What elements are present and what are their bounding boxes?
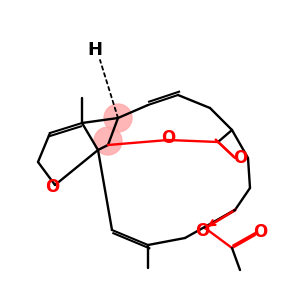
Text: O: O xyxy=(45,178,59,196)
Text: O: O xyxy=(195,222,209,240)
Text: O: O xyxy=(233,149,247,167)
Circle shape xyxy=(104,104,132,132)
Circle shape xyxy=(94,127,122,155)
Text: H: H xyxy=(88,41,103,59)
Text: O: O xyxy=(161,129,175,147)
Text: O: O xyxy=(253,223,267,241)
